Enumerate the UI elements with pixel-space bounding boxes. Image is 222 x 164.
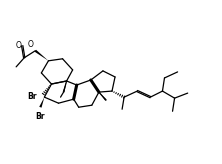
Text: Br: Br (36, 112, 45, 121)
Text: Br: Br (27, 92, 36, 101)
Polygon shape (63, 81, 67, 92)
Text: O: O (28, 40, 34, 49)
Polygon shape (35, 50, 48, 61)
Text: O: O (15, 41, 21, 50)
Polygon shape (39, 97, 44, 108)
Polygon shape (99, 92, 107, 101)
